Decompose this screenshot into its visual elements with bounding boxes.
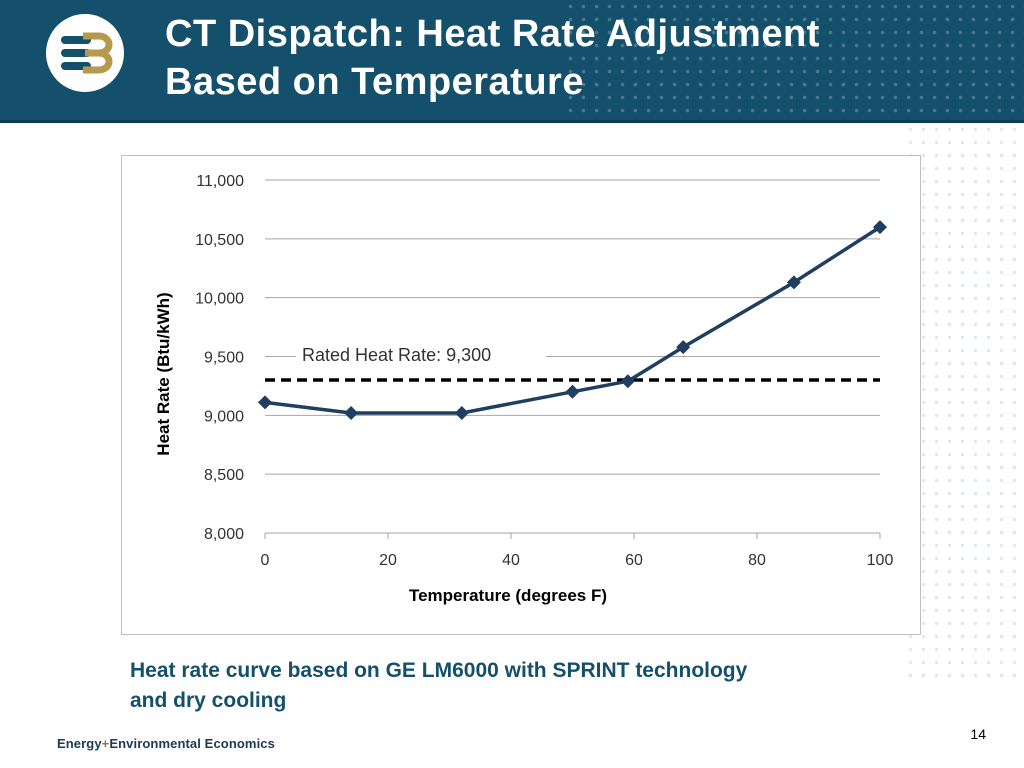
y-axis-label: Heat Rate (Btu/kWh) [154, 292, 173, 455]
y-tick-label: 11,000 [196, 173, 244, 190]
y-tick-label: 8,000 [204, 526, 244, 543]
heat-rate-point [258, 395, 272, 410]
e3-logo-icon [46, 14, 124, 92]
heat-rate-point [344, 405, 359, 420]
company-name-plus: + [101, 736, 110, 751]
chart-canvas: Rated Heat Rate: 9,300 8,000 8,500 9,000 9,… [154, 173, 894, 605]
title-line-1: CT Dispatch: Heat Rate Adjustment [165, 13, 820, 55]
y-tick-label: 10,000 [195, 291, 244, 308]
y-tick-label: 9,000 [204, 408, 244, 425]
header-divider [0, 120, 1024, 123]
page-number: 14 [970, 726, 986, 742]
heat-rate-point [620, 374, 635, 389]
x-tick-label: 60 [625, 552, 643, 569]
slide-header: CT Dispatch: Heat Rate Adjustment Based … [0, 0, 1024, 120]
x-tick-label: 80 [748, 552, 766, 569]
title-line-2: Based on Temperature [165, 61, 584, 103]
side-dot-pattern [904, 123, 1024, 683]
caption-line-2: and dry cooling [130, 689, 287, 712]
rated-heat-rate-label-bg [296, 343, 546, 369]
chart-caption: Heat rate curve based on GE LM6000 with … [130, 656, 910, 716]
heat-rate-point [565, 384, 580, 399]
y-tick-label: 9,500 [204, 350, 244, 367]
x-axis-label: Temperature (degrees F) [409, 586, 607, 605]
x-tick-label: 20 [379, 552, 397, 569]
heat-rate-point [454, 405, 469, 420]
caption-line-1: Heat rate curve based on GE LM6000 with … [130, 659, 748, 682]
heat-rate-point [873, 220, 887, 235]
company-name-part-2: Environmental Economics [109, 736, 275, 751]
slide-title: CT Dispatch: Heat Rate Adjustment Based … [165, 10, 985, 106]
x-tick-label: 100 [867, 552, 894, 569]
company-name-part-1: Energy [57, 736, 102, 751]
rated-heat-rate-label: Rated Heat Rate: 9,300 [302, 345, 491, 365]
header-dot-pattern [564, 0, 1024, 120]
y-tick-label: 10,500 [195, 232, 244, 249]
heat-rate-series-line [264, 225, 881, 415]
company-footer-logo: Energy+Environmental Economics [57, 736, 275, 751]
heat-rate-chart: Rated Heat Rate: 9,300 8,000 8,500 9,000 9,… [121, 155, 921, 635]
heat-rate-point [676, 340, 691, 355]
x-tick-label: 0 [261, 552, 270, 569]
x-tick-label: 40 [502, 552, 520, 569]
y-tick-label: 8,500 [204, 467, 244, 484]
heat-rate-point [786, 275, 801, 290]
